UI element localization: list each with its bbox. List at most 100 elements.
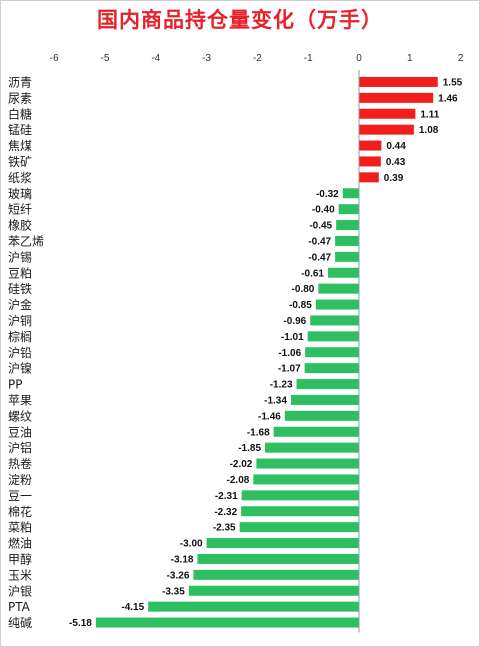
category-label: 苯乙烯 [8,234,44,248]
value-label: -1.34 [264,395,287,406]
bars [95,76,438,628]
category-label: 沪银 [8,584,32,598]
bar [307,331,359,342]
category-label: 沪铅 [8,346,32,360]
bar [206,538,359,549]
category-label: 短纤 [8,203,32,217]
bar [359,76,438,87]
bar [265,442,359,453]
bar [342,188,359,199]
category-label: 苹果 [8,393,32,407]
value-label: -0.47 [308,252,331,263]
value-label: -1.06 [278,348,301,359]
bar [148,601,359,612]
bar [241,490,359,501]
bar [336,220,359,231]
category-label: 豆一 [8,489,32,503]
value-label: -3.00 [180,539,203,550]
category-label: 沪铝 [8,440,32,455]
value-label: -3.35 [162,586,185,597]
category-label: 焦煤 [8,139,32,153]
x-tick-label: -4 [151,53,160,64]
value-label: 1.46 [438,93,458,104]
value-label: -2.08 [227,475,250,486]
category-label: 螺纹 [8,409,32,423]
bar [335,251,359,262]
value-label: 1.55 [443,77,463,88]
category-label: 甲醇 [8,551,32,566]
category-label: 热卷 [8,456,32,471]
x-tick-label: -5 [101,53,110,64]
value-label: -4.15 [121,602,144,613]
value-label: -0.40 [312,205,335,216]
category-label: 豆油 [8,425,32,439]
bar [273,426,359,437]
value-label: -2.31 [215,491,238,502]
bar [338,204,359,215]
x-axis-ticks: -6 -5 -4 -3 -2 -1 0 1 2 [50,53,464,64]
value-label: -3.18 [171,554,194,565]
value-label: -2.35 [213,523,236,534]
bar [310,315,359,326]
bar [335,235,359,246]
category-label: 尿素 [8,91,32,105]
bar [359,140,382,151]
value-label: -0.32 [316,189,339,200]
category-label: 沥青 [8,75,32,89]
category-label: 沪锡 [8,249,32,264]
bar [328,267,359,278]
bar [296,379,359,390]
value-label: -0.80 [292,284,315,295]
bar [305,347,359,358]
value-label: -1.07 [278,364,301,375]
chart-title: 国内商品持仓量变化（万手） [97,8,383,32]
category-label: 豆粕 [8,265,32,280]
value-label: -0.47 [308,236,331,247]
value-label: -2.02 [230,459,253,470]
category-label: 纯碱 [8,616,32,630]
category-label: 棕榈 [8,329,32,344]
category-label: 沪铜 [8,313,32,328]
category-label: 沪金 [8,297,32,312]
value-label: -0.96 [283,316,306,327]
category-label: 沪镍 [8,362,32,376]
value-label: -0.61 [301,268,324,279]
category-label: 橡胶 [8,218,32,233]
x-tick-label: -2 [253,53,262,64]
value-label: 1.08 [419,125,439,136]
category-label: PP [8,378,22,392]
category-label: 锰硅 [8,122,32,137]
value-label: -1.85 [238,443,261,454]
value-label: -5.18 [69,618,92,629]
value-label: -1.23 [270,380,293,391]
value-labels: 1.55 1.46 1.11 1.08 0.44 0.43 0.39 -0.32 -0.40 -0… [69,77,463,629]
bar [359,156,381,167]
bar [239,522,359,533]
value-label: -1.01 [281,332,304,343]
value-label: 0.43 [386,157,406,168]
category-label: 硅铁 [8,282,32,296]
x-tick-label: 1 [407,53,413,64]
value-label: 0.39 [384,173,404,184]
value-label: -1.46 [258,411,281,422]
category-label: 燃油 [8,536,32,551]
category-label: 玉米 [8,568,32,582]
value-label: 0.44 [386,141,406,152]
value-label: -0.45 [309,221,332,232]
x-tick-label: -3 [202,53,211,64]
bar [318,283,359,294]
category-label: 铁矿 [8,155,32,169]
value-label: -2.32 [214,507,237,518]
value-label: 1.11 [420,109,439,120]
bar [241,506,359,517]
bar [256,458,359,469]
category-label: 纸浆 [8,170,32,185]
category-label: 菜粕 [8,520,32,535]
x-tick-label: -1 [304,53,313,64]
x-tick-label: 2 [458,53,464,64]
bar [315,299,359,310]
bar [359,92,434,103]
bar [359,108,416,119]
